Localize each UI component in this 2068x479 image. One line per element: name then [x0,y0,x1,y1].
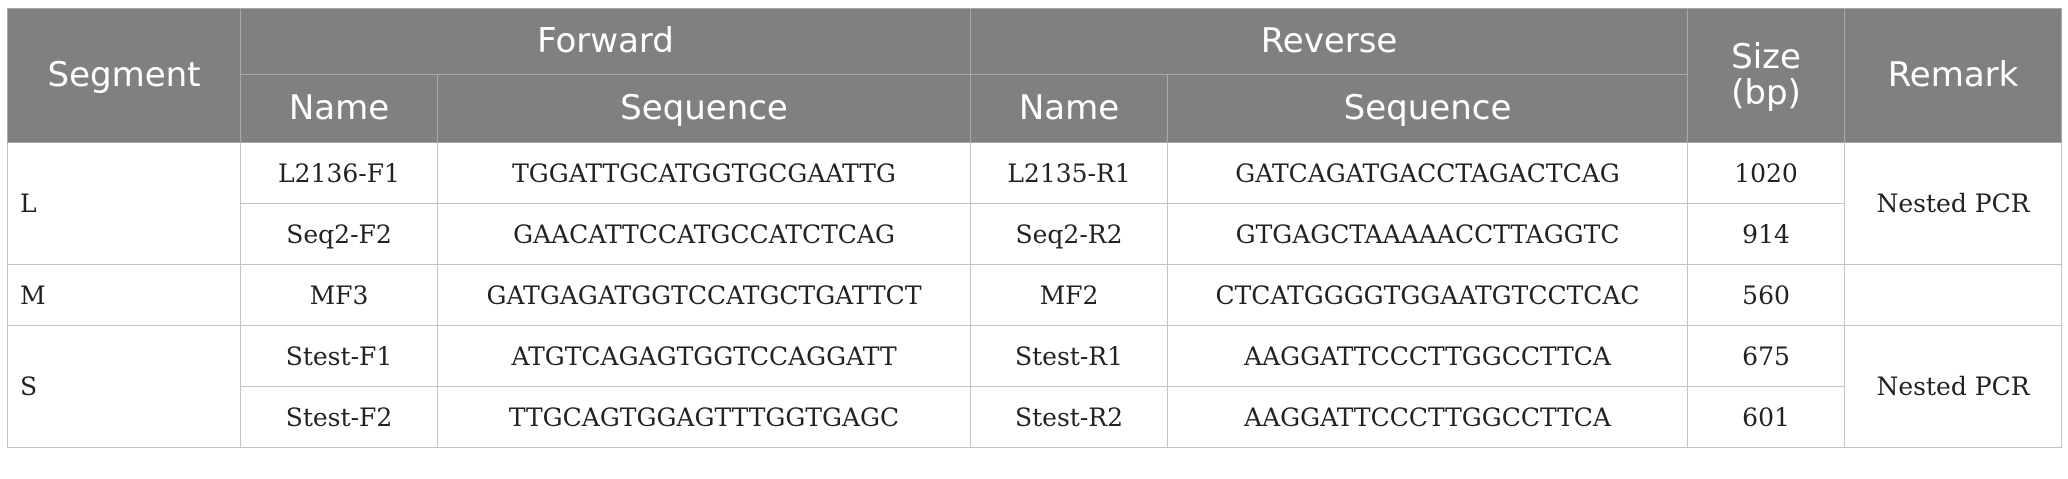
size-cell: 914 [1687,203,1846,265]
reverse-header: Reverse [970,8,1689,75]
reverse-sequence-cell: AAGGATTCCCTTGGCCTTCA [1167,325,1689,387]
reverse-name-cell: Stest-R2 [970,386,1169,448]
table-header: Segment Forward Reverse Size (bp) Remark … [7,8,2063,143]
primer-table: Segment Forward Reverse Size (bp) Remark … [7,8,2063,448]
segment-cell: L [7,142,241,265]
forward-sequence-cell: GATGAGATGGTCCATGCTGATTCT [436,264,972,326]
reverse-name-cell: Stest-R1 [970,325,1169,387]
size-header: Size (bp) [1687,8,1846,143]
forward-header: Forward [239,8,972,75]
forward-sequence-cell: TTGCAGTGGAGTTTGGTGAGC [436,386,972,448]
forward-sequence-cell: GAACATTCCATGCCATCTCAG [436,203,972,265]
reverse-sequence-header: Sequence [1167,74,1689,143]
reverse-name-cell: Seq2-R2 [970,203,1169,265]
forward-name-cell: MF3 [240,264,438,326]
forward-sequence-cell: ATGTCAGAGTGGTCCAGGATT [436,325,972,387]
remark-header: Remark [1844,8,2063,143]
table-row: L L2136-F1 TGGATTGCATGGTGCGAATTG L2135-R1 GA… [7,142,2063,265]
table-row: Stest-F2 TTGCAGTGGAGTTTGGTGAGC Stest-R2 AAG… [8,386,2062,448]
remark-cell [1844,264,2063,326]
forward-sequence-cell: TGGATTGCATGGTGCGAATTG [436,142,972,204]
forward-sequence-header: Sequence [436,74,972,143]
reverse-name-cell: MF2 [970,264,1169,326]
size-cell: 1020 [1687,142,1846,204]
reverse-sequence-cell: GTGAGCTAAAAACCTTAGGTC [1167,203,1689,265]
segment-cell: M [7,264,241,326]
forward-name-header: Name [240,74,438,143]
segment-cell: S [7,325,241,448]
size-cell: 560 [1687,264,1846,326]
reverse-sequence-cell: AAGGATTCCCTTGGCCTTCA [1167,386,1689,448]
remark-cell: Nested PCR [1844,142,2063,265]
forward-name-cell: Stest-F1 [240,325,438,387]
table-row: S Stest-F1 ATGTCAGAGTGGTCCAGGATT Stest-R1 AA… [7,325,2063,448]
table-body: L L2136-F1 TGGATTGCATGGTGCGAATTG L2135-R1 GA… [7,142,2063,448]
reverse-sequence-cell: GATCAGATGACCTAGACTCAG [1167,142,1689,204]
reverse-name-header: Name [970,74,1169,143]
table-row: M MF3 GATGAGATGGTCCATGCTGATTCT MF2 CTCATGGGG… [7,264,2063,326]
reverse-name-cell: L2135-R1 [970,142,1169,204]
reverse-sequence-cell: CTCATGGGGTGGAATGTCCTCAC [1167,264,1689,326]
forward-name-cell: L2136-F1 [240,142,438,204]
forward-name-cell: Seq2-F2 [240,203,438,265]
remark-cell: Nested PCR [1844,325,2063,448]
table-row: Seq2-F2 GAACATTCCATGCCATCTCAG Seq2-R2 GTGAG… [8,203,2062,265]
size-cell: 601 [1687,386,1846,448]
size-cell: 675 [1687,325,1846,387]
segment-header: Segment [7,8,241,143]
forward-name-cell: Stest-F2 [240,386,438,448]
